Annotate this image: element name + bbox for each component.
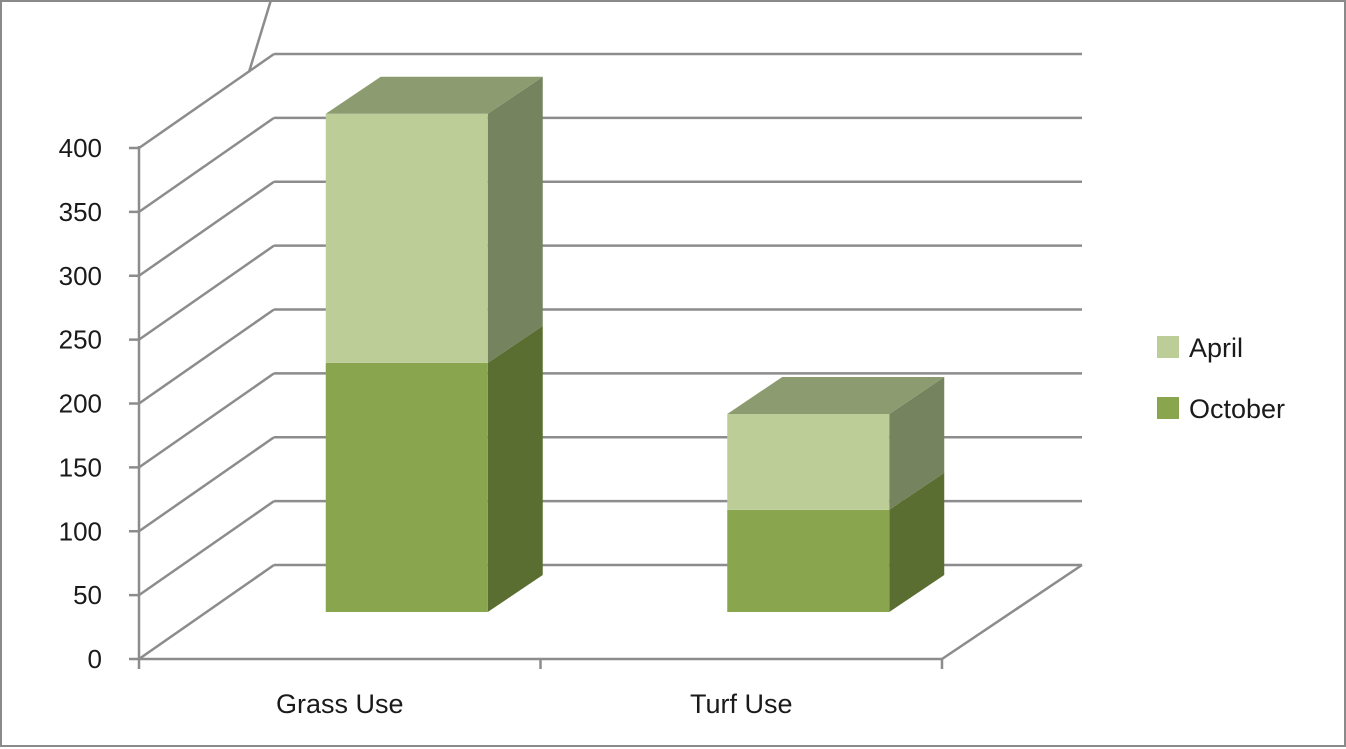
y-tick-label: 50 [73,580,102,610]
y-tick-label: 350 [59,197,102,227]
gridline-side [138,244,275,341]
gridline-side [138,308,275,405]
legend-swatch-october [1157,397,1179,419]
y-tick-label: 100 [59,516,102,546]
y-tick-label: 250 [59,325,102,355]
y-tick-label: 300 [59,261,102,291]
bar-october [325,362,488,612]
bar-april [727,413,890,510]
gridline-side [247,2,272,73]
gridline-side [138,180,275,277]
y-tick-label: 200 [59,389,102,419]
bar-side-april [889,376,945,510]
y-tick-label: 0 [88,644,102,674]
bar-october [727,509,890,612]
gridline-side [138,116,275,213]
floor-left-edge [138,563,275,661]
gridline-side [138,436,275,533]
bar-top [727,376,945,414]
y-tick-label: 150 [59,452,102,482]
legend-label-october: October [1189,394,1285,424]
bar-side-april [487,76,543,363]
legend-swatch-april [1157,336,1179,358]
legend-label-april: April [1189,333,1243,363]
gridline-side [138,52,275,150]
gridline-side [138,372,275,469]
bar-top [325,76,543,114]
gridline-side [138,500,275,597]
x-category-label: Grass Use [276,689,404,719]
x-category-label: Turf Use [690,689,793,719]
floor-right-edge [941,563,1083,661]
bar-side-october [889,472,945,612]
bar-april [325,113,488,363]
y-tick-label: 400 [59,133,102,163]
bar-side-october [487,325,543,612]
